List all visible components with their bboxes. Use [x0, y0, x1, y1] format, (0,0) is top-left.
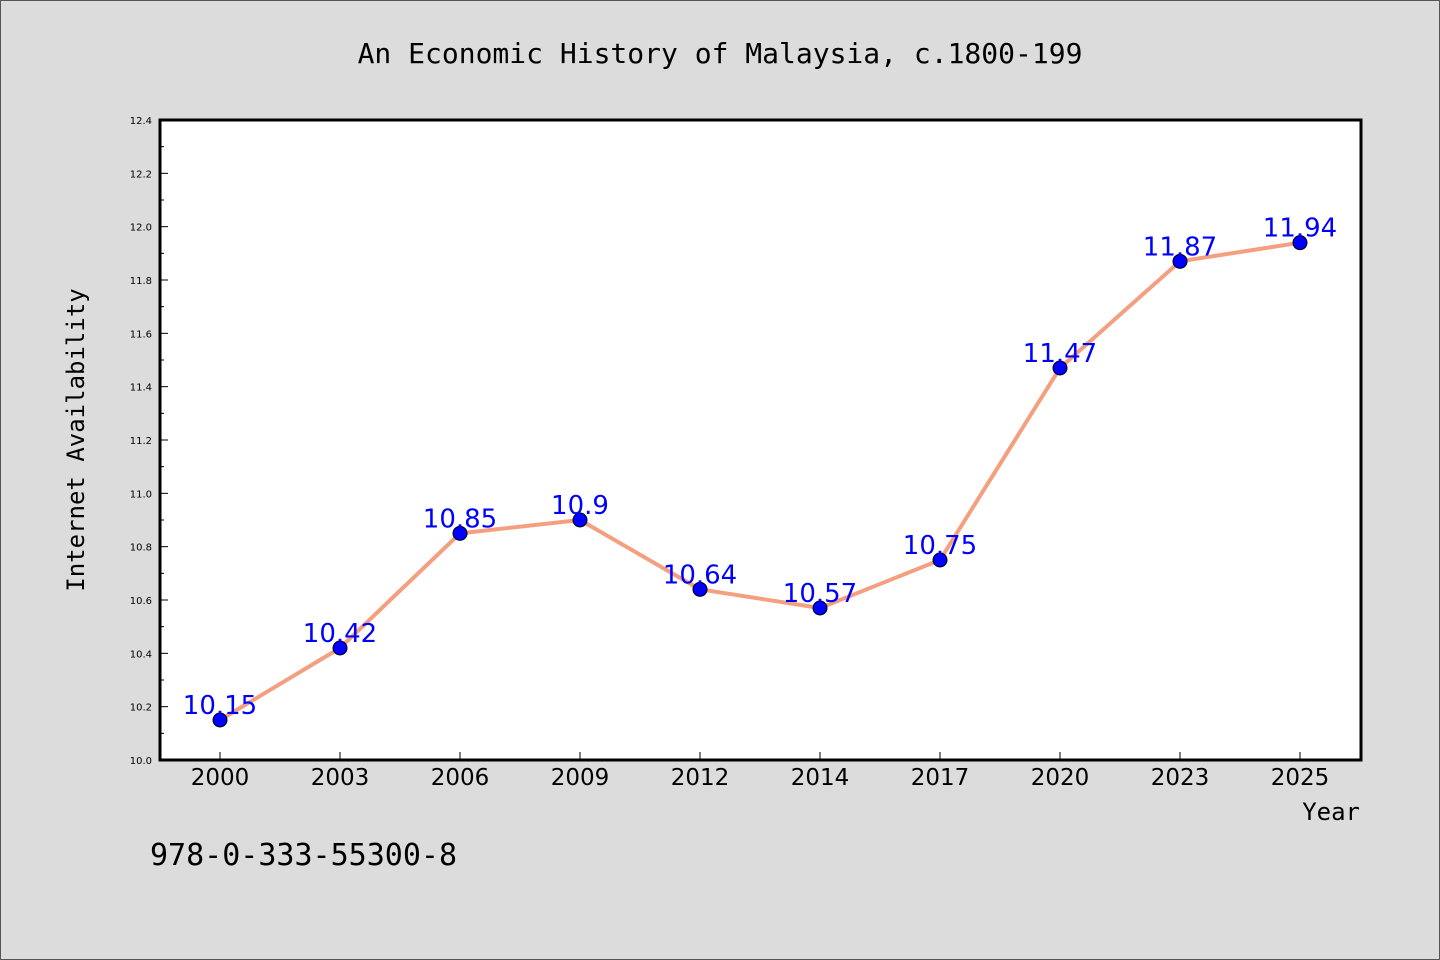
x-tick-label: 2009 [551, 765, 610, 791]
data-point [932, 552, 948, 568]
data-label: 10.9 [551, 491, 609, 521]
data-point [692, 581, 708, 597]
x-tick-label: 2012 [671, 765, 730, 791]
y-tick-label: 10.6 [130, 596, 152, 607]
x-tick-label: 2017 [911, 765, 970, 791]
data-label: 10.15 [183, 691, 257, 721]
data-label: 11.47 [1023, 339, 1097, 369]
y-tick-label: 11.6 [130, 329, 152, 340]
x-axis-label: Year [1302, 798, 1360, 826]
y-axis-label: Internet Availability [62, 288, 90, 591]
y-tick-label: 12.0 [130, 223, 152, 234]
data-label: 10.64 [663, 560, 737, 590]
x-axis: 2000 2003 2006 2009 2012 2014 2017 2020 2023 2025 [191, 752, 1330, 791]
data-labels: 10.15 10.42 10.85 10.9 10.64 10.57 10.75 11.47 1… [183, 214, 1337, 721]
x-tick-label: 2000 [191, 765, 250, 791]
data-point [212, 712, 228, 728]
y-tick-label: 10.0 [130, 756, 152, 767]
y-tick-label: 12.4 [130, 116, 152, 127]
data-point [572, 512, 588, 528]
data-point [332, 640, 348, 656]
series-line [218, 240, 1301, 722]
y-tick-label: 11.2 [130, 436, 152, 447]
data-label: 10.75 [903, 531, 977, 561]
data-label: 10.57 [783, 579, 857, 609]
data-label: 11.87 [1143, 232, 1217, 262]
y-tick-label: 11.8 [130, 276, 152, 287]
x-tick-label: 2025 [1271, 765, 1330, 791]
y-tick-label: 10.8 [130, 543, 152, 554]
y-tick-label: 11.4 [130, 383, 152, 394]
x-tick-label: 2020 [1031, 765, 1090, 791]
chart-title: An Economic History of Malaysia, c.1800-… [358, 37, 1083, 70]
data-point [1172, 253, 1188, 269]
y-tick-label: 11.0 [130, 489, 152, 500]
isbn-text: 978-0-333-55300-8 [150, 838, 457, 873]
data-point [1052, 360, 1068, 376]
data-point [812, 600, 828, 616]
plot-area [158, 118, 1363, 762]
x-tick-label: 2006 [431, 765, 490, 791]
y-tick-label: 10.2 [130, 703, 152, 714]
x-tick-label: 2014 [791, 765, 850, 791]
data-point [452, 525, 468, 541]
data-label: 10.42 [303, 619, 377, 649]
data-label: 10.85 [423, 504, 497, 534]
y-axis: 10.0 10.2 10.4 10.6 10.8 11.0 11.2 11.4 11.6 11.8… [130, 116, 168, 767]
x-tick-label: 2003 [311, 765, 370, 791]
y-tick-label: 12.2 [130, 169, 152, 180]
y-tick-label: 10.4 [130, 649, 152, 660]
data-point [1292, 235, 1308, 251]
data-label: 11.94 [1263, 214, 1337, 244]
series-line-group [212, 235, 1308, 728]
x-tick-label: 2023 [1151, 765, 1210, 791]
